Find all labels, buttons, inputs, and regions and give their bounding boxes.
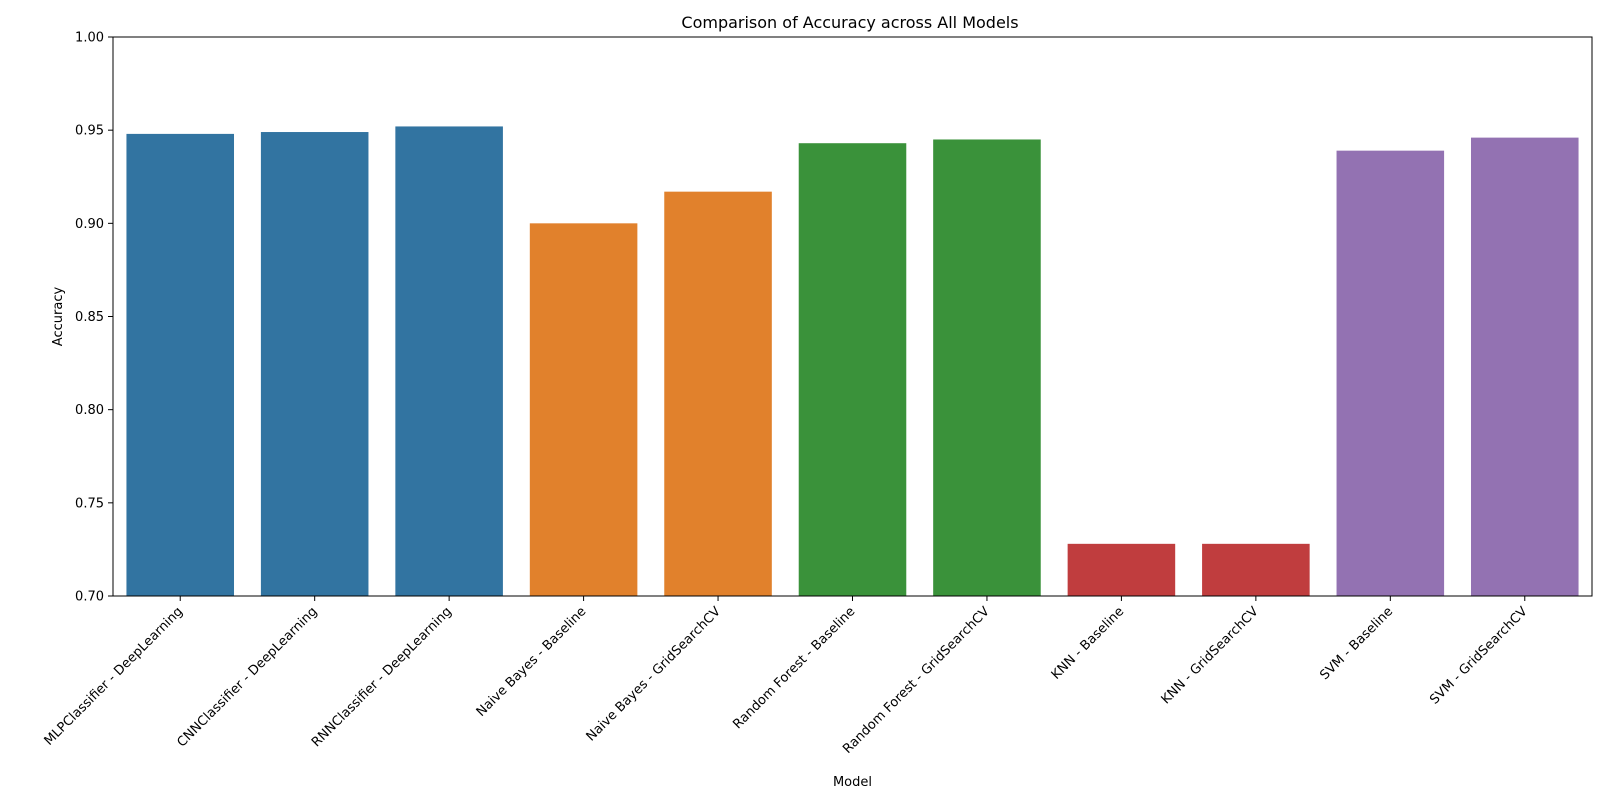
bar-10 bbox=[1470, 137, 1579, 596]
bar-7 bbox=[1067, 543, 1176, 596]
chart-title: Comparison of Accuracy across All Models bbox=[681, 13, 1018, 32]
bar-8 bbox=[1202, 543, 1310, 596]
bar-2 bbox=[395, 126, 503, 596]
y-tick-label-4: 0.90 bbox=[75, 217, 104, 232]
y-tick-label-5: 0.95 bbox=[75, 124, 104, 139]
y-axis: 0.70 0.75 0.80 0.85 0.90 0.95 1.00 bbox=[75, 31, 113, 605]
x-tick-label-10: SVM - GridSearchCV bbox=[1427, 604, 1530, 707]
x-tick-label-5: Random Forest - Baseline bbox=[730, 604, 858, 732]
x-tick-label-7: KNN - Baseline bbox=[1049, 604, 1128, 683]
y-tick-label-0: 0.70 bbox=[75, 590, 104, 605]
y-axis-label: Accuracy bbox=[51, 287, 66, 347]
y-tick-label-3: 0.85 bbox=[75, 310, 104, 325]
x-tick-label-6: Random Forest - GridSearchCV bbox=[840, 604, 993, 757]
x-tick-label-4: Naive Bayes - GridSearchCV bbox=[584, 604, 724, 744]
y-tick-label-2: 0.80 bbox=[75, 403, 104, 418]
bar-4 bbox=[664, 191, 772, 596]
x-tick-label-8: KNN - GridSearchCV bbox=[1159, 604, 1262, 707]
x-tick-label-2: RNNClassifier - DeepLearning bbox=[309, 604, 455, 750]
y-tick-label-6: 1.00 bbox=[75, 31, 104, 46]
bar-1 bbox=[260, 132, 369, 596]
x-tick-label-3: Naive Bayes - Baseline bbox=[474, 604, 590, 720]
bar-0 bbox=[126, 133, 235, 596]
bar-3 bbox=[529, 223, 638, 596]
bar-9 bbox=[1336, 150, 1445, 596]
x-axis: MLPClassifier - DeepLearningCNNClassifie… bbox=[42, 596, 1531, 757]
plot-frame bbox=[112, 36, 1593, 597]
x-axis-label: Model bbox=[833, 775, 872, 790]
y-tick-label-1: 0.75 bbox=[75, 496, 104, 511]
x-tick-label-1: CNNClassifier - DeepLearning bbox=[174, 604, 320, 750]
x-tick-label-9: SVM - Baseline bbox=[1317, 604, 1396, 683]
bar-6 bbox=[933, 139, 1041, 597]
bar-5 bbox=[798, 143, 907, 596]
x-tick-label-0: MLPClassifier - DeepLearning bbox=[42, 604, 186, 748]
bars-group bbox=[126, 126, 1579, 597]
